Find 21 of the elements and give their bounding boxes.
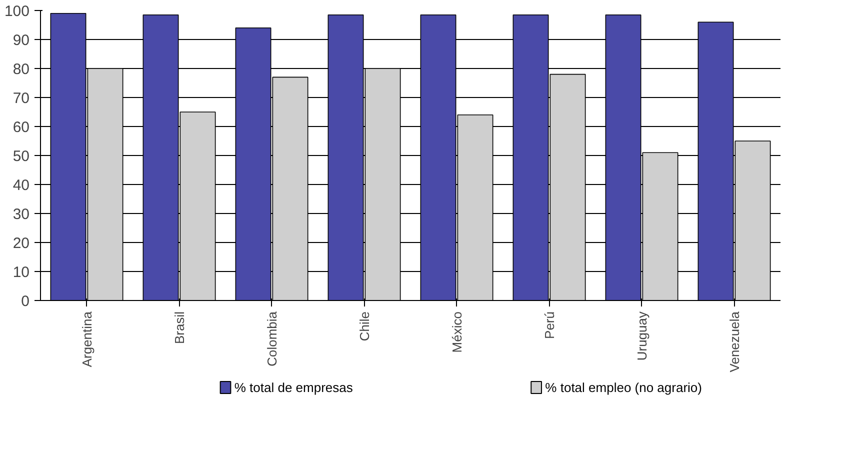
y-tick-label: 0 <box>21 293 30 310</box>
y-tick-label: 60 <box>12 119 30 136</box>
x-tick-label: Chile <box>356 312 372 342</box>
legend-label: % total empleo (no agrario) <box>545 380 702 395</box>
x-tick-label: Colombia <box>264 310 280 366</box>
x-tick-label: Argentina <box>79 310 94 368</box>
x-tick-label: Venezuela <box>726 310 742 372</box>
y-tick-label: 30 <box>12 206 30 223</box>
x-tick-label: Brasil <box>172 311 187 344</box>
y-tick-label: 90 <box>12 32 30 49</box>
y-tick-label: 50 <box>12 148 30 165</box>
y-tick-label: 80 <box>12 61 30 78</box>
y-tick-label: 10 <box>12 264 30 281</box>
x-tick-label: Perú <box>542 311 557 339</box>
legend-label: % total de empresas <box>234 380 354 395</box>
x-tick-label: México <box>449 311 464 353</box>
y-tick-label: 20 <box>12 235 30 252</box>
y-tick-label: 100 <box>4 3 30 20</box>
y-tick-label: 40 <box>12 177 30 194</box>
y-tick-label: 70 <box>12 90 30 107</box>
x-tick-label: Uruguay <box>634 311 650 361</box>
